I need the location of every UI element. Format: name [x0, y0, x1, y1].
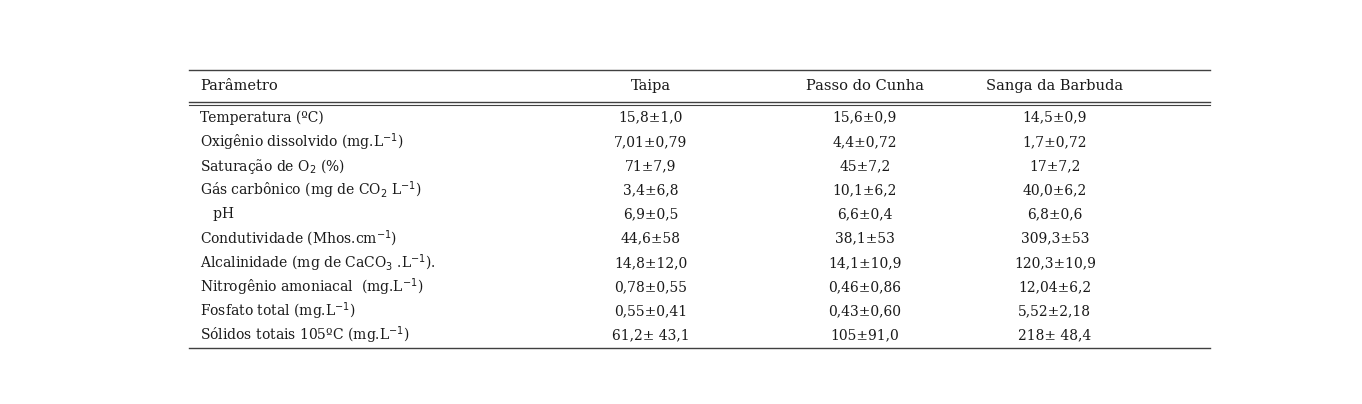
Text: Fosfato total (mg.L$^{-1}$): Fosfato total (mg.L$^{-1}$)	[200, 301, 355, 322]
Text: 40,0±6,2: 40,0±6,2	[1023, 183, 1087, 197]
Text: 309,3±53: 309,3±53	[1020, 232, 1090, 246]
Text: 14,5±0,9: 14,5±0,9	[1023, 111, 1087, 124]
Text: 218± 48,4: 218± 48,4	[1019, 328, 1091, 343]
Text: 12,04±6,2: 12,04±6,2	[1019, 280, 1091, 294]
Text: 71±7,9: 71±7,9	[625, 159, 676, 173]
Text: 7,01±0,79: 7,01±0,79	[614, 135, 688, 149]
Text: 105±91,0: 105±91,0	[831, 328, 899, 343]
Text: Condutividade (Mhos.cm$^{-1}$): Condutividade (Mhos.cm$^{-1}$)	[200, 229, 396, 249]
Text: 1,7±0,72: 1,7±0,72	[1023, 135, 1087, 149]
Text: Parâmetro: Parâmetro	[200, 79, 278, 93]
Text: 44,6±58: 44,6±58	[621, 232, 681, 246]
Text: 61,2± 43,1: 61,2± 43,1	[612, 328, 689, 343]
Text: 15,6±0,9: 15,6±0,9	[832, 111, 898, 124]
Text: Saturação de O$_2$ (%): Saturação de O$_2$ (%)	[200, 156, 345, 175]
Text: 6,8±0,6: 6,8±0,6	[1027, 208, 1083, 221]
Text: Gás carbônico (mg de CO$_2$ L$^{-1}$): Gás carbônico (mg de CO$_2$ L$^{-1}$)	[200, 179, 421, 201]
Text: 10,1±6,2: 10,1±6,2	[832, 183, 898, 197]
Text: 3,4±6,8: 3,4±6,8	[622, 183, 678, 197]
Text: 0,43±0,60: 0,43±0,60	[828, 304, 902, 318]
Text: 120,3±10,9: 120,3±10,9	[1013, 256, 1096, 270]
Text: pH: pH	[200, 208, 234, 221]
Text: Oxigênio dissolvido (mg.L$^{-1}$): Oxigênio dissolvido (mg.L$^{-1}$)	[200, 131, 403, 153]
Text: 14,1±10,9: 14,1±10,9	[828, 256, 902, 270]
Text: 0,46±0,86: 0,46±0,86	[828, 280, 902, 294]
Text: 6,6±0,4: 6,6±0,4	[838, 208, 892, 221]
Text: 0,55±0,41: 0,55±0,41	[614, 304, 686, 318]
Text: 45±7,2: 45±7,2	[839, 159, 891, 173]
Text: 6,9±0,5: 6,9±0,5	[622, 208, 678, 221]
Text: Temperatura (ºC): Temperatura (ºC)	[200, 110, 324, 125]
Text: 17±7,2: 17±7,2	[1030, 159, 1080, 173]
Text: 4,4±0,72: 4,4±0,72	[832, 135, 898, 149]
Text: Passo do Cunha: Passo do Cunha	[806, 79, 923, 93]
Text: Sanga da Barbuda: Sanga da Barbuda	[986, 79, 1124, 93]
Text: 15,8±1,0: 15,8±1,0	[618, 111, 682, 124]
Text: 0,78±0,55: 0,78±0,55	[614, 280, 686, 294]
Text: Sólidos totais 105ºC (mg.L$^{-1}$): Sólidos totais 105ºC (mg.L$^{-1}$)	[200, 325, 410, 346]
Text: Nitrogênio amoniacal  (mg.L$^{-1}$): Nitrogênio amoniacal (mg.L$^{-1}$)	[200, 276, 424, 298]
Text: Alcalinidade (mg de CaCO$_3$ .L$^{-1}$).: Alcalinidade (mg de CaCO$_3$ .L$^{-1}$).	[200, 252, 436, 274]
Text: Taipa: Taipa	[631, 79, 670, 93]
Text: 38,1±53: 38,1±53	[835, 232, 895, 246]
Text: 14,8±12,0: 14,8±12,0	[614, 256, 688, 270]
Text: 5,52±2,18: 5,52±2,18	[1019, 304, 1091, 318]
